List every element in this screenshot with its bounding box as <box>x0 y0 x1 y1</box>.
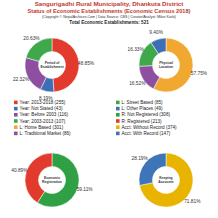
pie-chart: 57.75% 16.52% 16.33% 9.40% PhysicalLocation <box>128 30 208 92</box>
data-label: 16.52% <box>129 81 146 86</box>
data-label: 57.75% <box>191 71 208 76</box>
legend-entry: R: Registered (213) <box>122 119 163 124</box>
legend-entry: Year: Not Stated (43) <box>20 106 63 111</box>
data-label: 9.40% <box>149 30 163 35</box>
legend-entry: L: Other Places (49) <box>122 106 164 111</box>
legend-swatch <box>116 125 120 129</box>
legend-entry: R: Not Registered (308) <box>122 112 171 117</box>
legend-swatch <box>116 113 120 117</box>
legend-swatch <box>14 101 18 105</box>
data-label: 48.85% <box>78 61 95 66</box>
chart-title: EconomicRegistration <box>42 176 62 184</box>
legend-entry: Year: 2013-2018 (255) <box>20 100 66 105</box>
legend-swatch <box>14 113 18 117</box>
pie-slice <box>151 38 166 54</box>
pie-chart: 71.81% 28.19% KeepingAccounts <box>132 153 202 207</box>
header-title: Sangurigadhi Rural Municipality, Dhankut… <box>35 0 184 7</box>
chart-title: PhysicalLocation <box>159 61 173 69</box>
header-credit: (Copyright © NepalArchives.Com | Data So… <box>42 15 176 19</box>
legend-entry: L: Home Based (301) <box>20 125 64 130</box>
legend-entry: Acct: Without Record (374) <box>122 125 178 130</box>
legend-swatch <box>14 119 18 123</box>
data-label: 71.81% <box>184 199 201 204</box>
legend-entry: L: Street Based (85) <box>122 100 164 105</box>
pie-chart: 59.11% 40.89% EconomicRegistration <box>11 153 93 207</box>
pie-chart: 48.85%8.19%22.32%20.63%Period ofEstablis… <box>13 36 95 102</box>
header-total: Total Economic Establishments: 521 <box>69 20 149 25</box>
chart-root: Sangurigadhi Rural Municipality, Dhankut… <box>0 0 218 218</box>
legend-swatch <box>116 107 120 111</box>
data-label: 22.32% <box>13 77 30 82</box>
legend-swatch <box>116 119 120 123</box>
chart-title: Period ofEstablishment <box>40 61 64 69</box>
pie-slice <box>26 38 52 61</box>
data-label: 59.11% <box>77 187 94 192</box>
legend-swatch <box>116 101 120 105</box>
header-subtitle: Status of Economic Establishments (Econo… <box>28 8 191 14</box>
data-label: 20.63% <box>23 36 40 41</box>
legend-swatch <box>14 132 18 136</box>
legend-swatch <box>14 125 18 129</box>
legend-entry: Acct: With Record (147) <box>122 131 171 136</box>
chart-title: KeepingAccounts <box>158 176 174 184</box>
legend: Year: 2013-2018 (255)Year: Not Stated (4… <box>14 100 177 136</box>
legend-entry: Year: 2003-2013 (107) <box>20 119 66 124</box>
legend-swatch <box>14 107 18 111</box>
legend-swatch <box>116 132 120 136</box>
pie-slice <box>25 58 46 90</box>
data-label: 40.89% <box>11 168 28 173</box>
data-label: 16.33% <box>128 47 145 52</box>
data-label: 28.19% <box>132 156 149 161</box>
legend-entry: L: Traditional Market (86) <box>20 131 72 136</box>
legend-entry: Year: Before 2003 (116) <box>20 112 69 117</box>
